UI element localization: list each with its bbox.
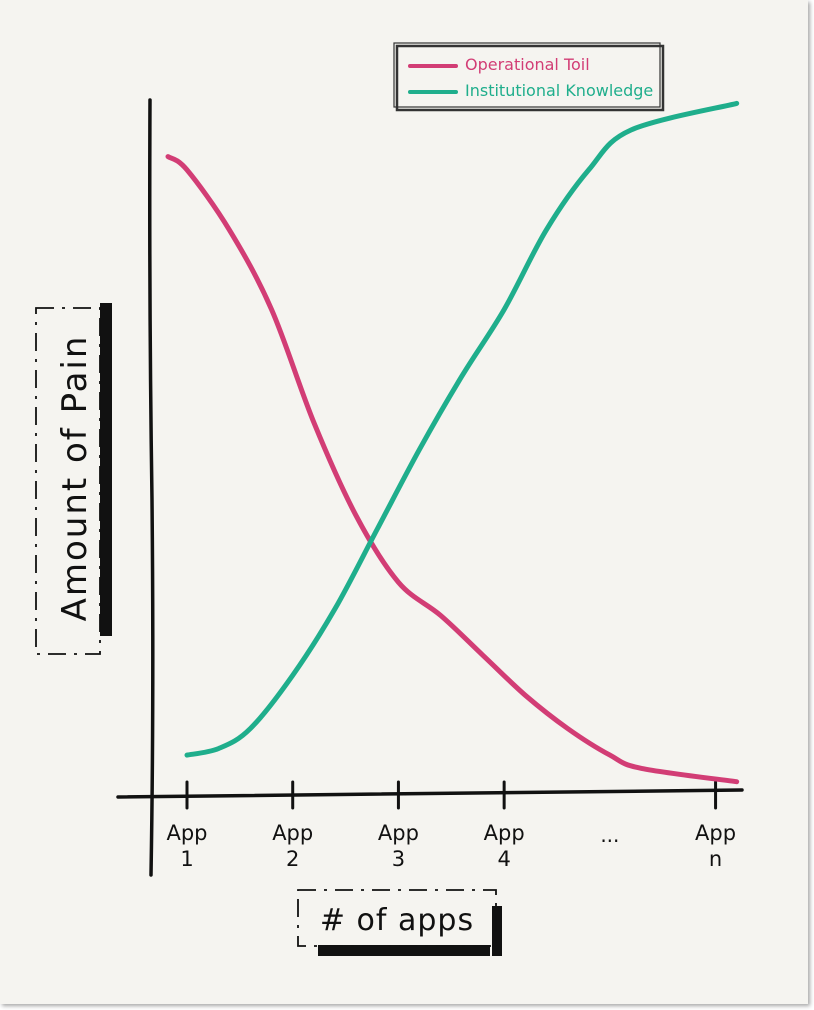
x-label-shadow-bottom [318,945,490,956]
series-line-operational-toil [165,154,740,785]
x-tick-label-2: App [272,821,313,845]
x-tick-sublabel-3: 3 [392,847,405,871]
x-tick-label-4: App [484,821,525,845]
x-tick-label-1: App [166,821,207,845]
series-line-institutional-knowledge [184,100,740,758]
y-axis-label-box: Amount of Pain [35,303,112,655]
y-label-dashed-frame [35,307,101,655]
x-label-shadow-right [492,906,502,956]
legend-label-institutional-knowledge: Institutional Knowledge [465,81,653,100]
x-tick-label-5: ... [600,823,619,847]
series-lines [165,100,740,785]
x-tick-sublabel-1: 1 [180,847,193,871]
y-label-shadow [100,303,112,636]
x-tick-label-3: App [378,821,419,845]
x-tick-sublabel-2: 2 [286,847,299,871]
x-tick-sublabel-4: 4 [497,847,510,871]
legend-frame [395,44,665,112]
legend-frame-sketch [393,42,661,108]
x-tick-label-6: App [695,821,736,845]
y-axis-line [148,98,155,877]
y-axis-label: Amount of Pain [55,335,95,622]
x-tick-sublabel-6: n [709,847,722,871]
x-label-dashed-frame [297,889,497,947]
legend: Operational Toil Institutional Knowledge [393,42,665,112]
x-axis-label: # of apps [320,903,474,938]
legend-label-operational-toil: Operational Toil [465,55,590,74]
x-axis-line [116,788,744,799]
x-axis-label-box: # of apps [297,889,502,956]
